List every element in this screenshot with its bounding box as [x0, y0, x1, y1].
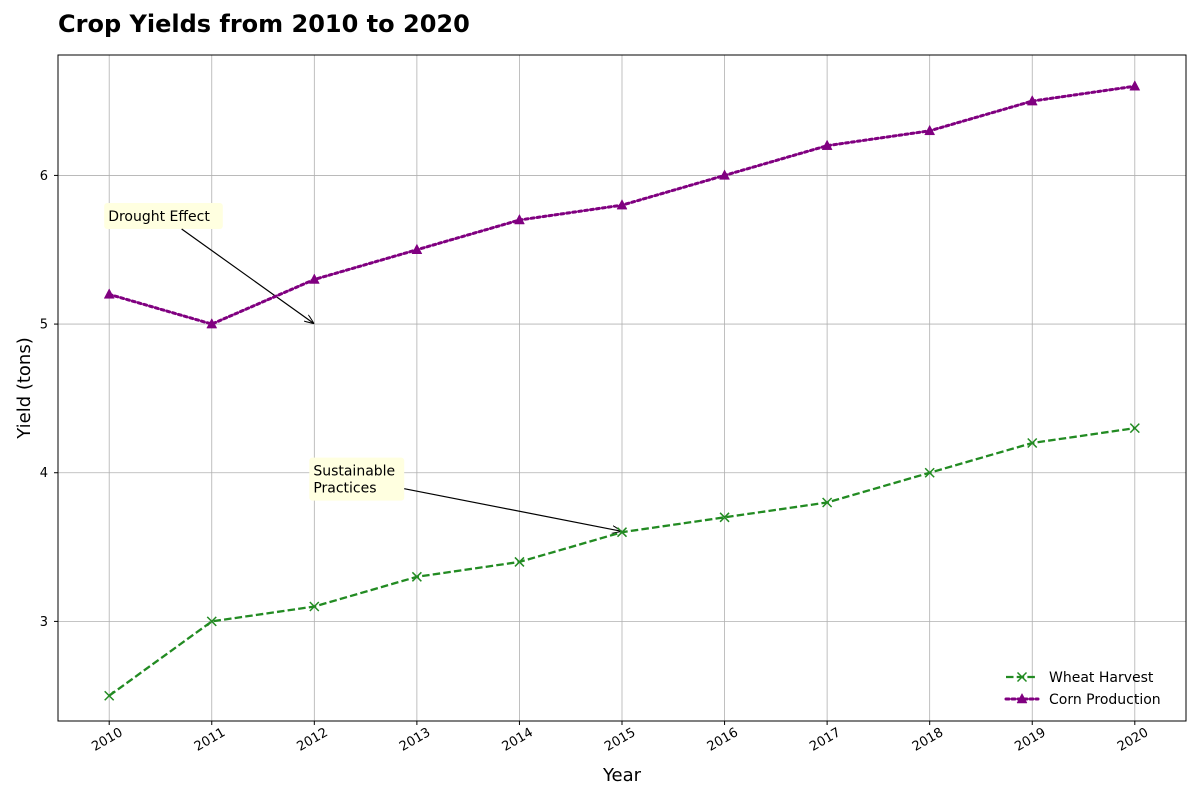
data-point	[206, 616, 217, 627]
y-tick-label: 4	[40, 466, 48, 481]
data-point	[104, 690, 115, 701]
annotation-arrow	[404, 488, 621, 532]
annotation-text: Sustainable	[313, 464, 395, 480]
legend-label: Corn Production	[1049, 692, 1161, 708]
chart-title: Crop Yields from 2010 to 2020	[58, 10, 470, 38]
data-point	[1129, 423, 1140, 434]
data-point	[309, 601, 320, 612]
annotation-text: Drought Effect	[108, 209, 210, 225]
legend-marker	[1016, 692, 1028, 704]
x-tick-label: 2013	[397, 725, 433, 755]
data-point	[411, 571, 422, 582]
annotation-text: Practices	[313, 481, 376, 497]
legend: Wheat Harvest Corn Production	[1004, 670, 1161, 708]
data-point	[1026, 95, 1038, 106]
annotation-box	[309, 457, 405, 501]
annotation: Drought Effect	[104, 203, 313, 323]
x-axis-label: Year	[602, 765, 642, 786]
series-corn-production	[103, 80, 1141, 329]
data-point	[719, 512, 730, 523]
data-point	[308, 273, 320, 284]
series-wheat-harvest	[104, 423, 1140, 701]
series	[103, 80, 1141, 701]
y-tick-label: 5	[40, 318, 48, 333]
data-point	[514, 213, 525, 225]
legend-marker	[1016, 671, 1028, 683]
y-axis-label: Yield (tons)	[14, 337, 35, 439]
legend-entry: Corn Production	[1004, 692, 1161, 708]
data-point	[1027, 437, 1038, 449]
data-point	[206, 318, 218, 329]
data-point	[616, 199, 628, 210]
grid	[58, 55, 1186, 721]
y-tick-label: 6	[40, 169, 48, 184]
data-point	[411, 243, 423, 254]
annotation-box	[104, 203, 223, 230]
x-tick-label: 2012	[294, 725, 330, 755]
x-tick-label: 2016	[705, 725, 741, 755]
x-tick-label: 2019	[1012, 725, 1048, 755]
data-point	[924, 467, 935, 478]
data-point	[514, 556, 525, 567]
data-point	[1129, 80, 1141, 91]
x-tick-label: 2015	[602, 725, 638, 755]
y-tick-label: 3	[40, 615, 48, 630]
data-point	[924, 124, 936, 136]
data-point	[719, 169, 730, 180]
data-point	[103, 288, 115, 299]
x-tick-label: 2018	[910, 725, 946, 755]
legend-label: Wheat Harvest	[1049, 670, 1154, 686]
data-point	[822, 497, 833, 508]
x-tick-label: 2017	[807, 725, 843, 755]
data-point	[821, 139, 833, 150]
axis-ticks: 2010 2011 2012 2013 2014 2015 2016 2017 2018 2019…	[40, 169, 1151, 755]
annotation-arrow	[181, 228, 314, 323]
x-tick-label: 2014	[500, 725, 536, 755]
x-tick-label: 2010	[89, 725, 125, 755]
legend-entry: Wheat Harvest	[1006, 670, 1154, 686]
x-tick-label: 2020	[1115, 725, 1151, 755]
data-point	[616, 527, 628, 538]
x-tick-label: 2011	[192, 725, 228, 755]
